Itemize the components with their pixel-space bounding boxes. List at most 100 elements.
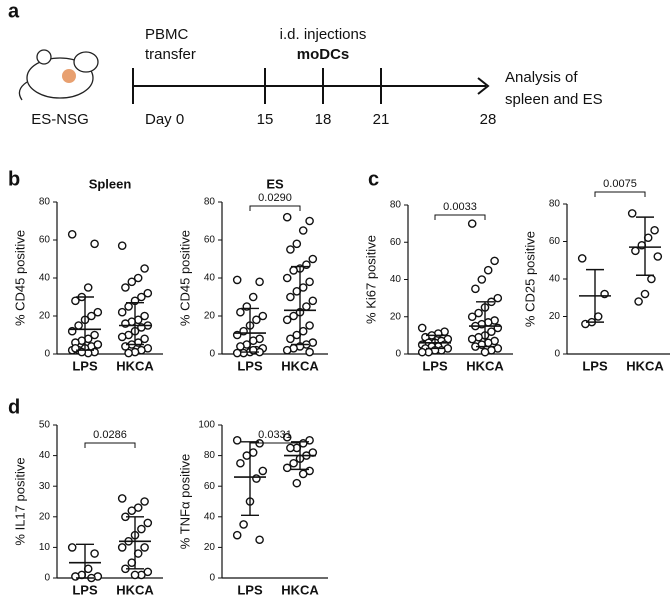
data-point bbox=[467, 312, 477, 322]
data-point bbox=[647, 274, 656, 284]
y-tick-label: 40 bbox=[204, 273, 216, 284]
data-point bbox=[417, 347, 427, 357]
data-point bbox=[90, 239, 99, 249]
data-point bbox=[232, 348, 242, 358]
data-point bbox=[127, 506, 137, 515]
y-tick-label: 0 bbox=[209, 573, 215, 584]
x-tick-label: LPS bbox=[237, 358, 263, 373]
y-axis-label: % CD45 positive bbox=[177, 230, 192, 326]
data-point bbox=[305, 277, 314, 287]
data-point bbox=[87, 311, 96, 321]
y-tick-label: 20 bbox=[39, 311, 51, 322]
data-point bbox=[67, 543, 77, 552]
data-point bbox=[474, 308, 483, 318]
data-point bbox=[640, 289, 650, 299]
timeline-tick-label: 21 bbox=[373, 111, 390, 128]
y-tick-label: 80 bbox=[39, 197, 51, 208]
data-point bbox=[127, 277, 137, 287]
data-point bbox=[298, 226, 308, 235]
data-point bbox=[258, 466, 268, 476]
data-point bbox=[292, 239, 302, 249]
y-tick-label: 60 bbox=[204, 481, 216, 492]
data-point bbox=[282, 315, 292, 325]
data-point bbox=[236, 307, 245, 317]
y-tick-label: 40 bbox=[204, 511, 216, 522]
y-axis-label: % CD25 positive bbox=[522, 231, 537, 327]
y-tick-label: 80 bbox=[390, 200, 402, 211]
data-point bbox=[124, 302, 133, 311]
data-point bbox=[252, 315, 261, 325]
data-point bbox=[308, 296, 318, 306]
data-point bbox=[483, 265, 493, 275]
data-point bbox=[117, 241, 127, 250]
data-point bbox=[282, 345, 292, 355]
y-tick-label: 10 bbox=[39, 542, 51, 553]
y-tick-label: 40 bbox=[390, 274, 402, 285]
data-point bbox=[117, 543, 127, 552]
data-point bbox=[74, 321, 83, 330]
data-point bbox=[121, 283, 130, 292]
data-point bbox=[305, 321, 314, 330]
event-label: i.d. injections bbox=[280, 26, 367, 43]
x-tick-label: LPS bbox=[582, 358, 608, 373]
data-point bbox=[140, 334, 149, 344]
y-axis-label: % CD45 positive bbox=[12, 230, 27, 326]
data-point bbox=[252, 474, 261, 483]
timeline-arrow bbox=[477, 77, 490, 95]
data-point bbox=[650, 225, 659, 235]
y-tick-label: 0 bbox=[554, 349, 560, 360]
y-tick-label: 60 bbox=[390, 237, 402, 248]
y-tick-label: 20 bbox=[549, 311, 561, 322]
data-point bbox=[298, 469, 308, 479]
event-label: transfer bbox=[145, 46, 196, 63]
data-point bbox=[255, 277, 264, 287]
data-point bbox=[289, 458, 298, 468]
panel-label: b bbox=[8, 168, 20, 190]
p-value: 0.0075 bbox=[603, 178, 637, 190]
data-point bbox=[117, 307, 127, 317]
data-point bbox=[71, 572, 80, 581]
panel-label: c bbox=[368, 168, 379, 190]
panel-label: a bbox=[8, 0, 20, 22]
data-point bbox=[302, 302, 311, 311]
data-point bbox=[236, 342, 245, 351]
y-axis-label: % TNFα positive bbox=[177, 454, 192, 549]
y-tick-label: 20 bbox=[204, 311, 216, 322]
p-value: 0.0286 bbox=[93, 429, 127, 441]
data-point bbox=[140, 543, 149, 552]
y-tick-label: 40 bbox=[39, 450, 51, 461]
timeline-tick-label: 18 bbox=[315, 111, 332, 128]
data-point bbox=[140, 311, 149, 321]
x-tick-label: LPS bbox=[422, 358, 448, 373]
y-tick-label: 60 bbox=[549, 236, 561, 247]
y-tick-label: 80 bbox=[204, 197, 216, 208]
data-point bbox=[286, 292, 295, 302]
significance-bracket bbox=[594, 191, 646, 197]
y-tick-label: 20 bbox=[39, 511, 51, 522]
data-point bbox=[124, 348, 133, 358]
data-point bbox=[255, 535, 264, 545]
data-point bbox=[493, 293, 503, 303]
data-point bbox=[286, 334, 295, 344]
data-point bbox=[117, 332, 127, 342]
chart-title: Spleen bbox=[89, 176, 132, 191]
data-point bbox=[477, 275, 487, 284]
y-axis-label: % Ki67 positive bbox=[363, 235, 378, 324]
data-point bbox=[248, 292, 258, 302]
chart-title: ES bbox=[266, 176, 284, 191]
data-point bbox=[143, 288, 153, 298]
data-point bbox=[133, 273, 143, 283]
y-tick-label: 60 bbox=[39, 235, 51, 246]
data-point bbox=[289, 311, 298, 321]
x-tick-label: HKCA bbox=[626, 358, 664, 373]
data-point bbox=[631, 246, 640, 256]
p-value: 0.0033 bbox=[443, 201, 477, 213]
significance-bracket bbox=[249, 442, 301, 448]
data-point bbox=[480, 347, 490, 357]
x-tick-label: HKCA bbox=[281, 582, 319, 597]
data-point bbox=[467, 219, 477, 228]
data-point bbox=[282, 212, 292, 222]
y-tick-label: 40 bbox=[39, 273, 51, 284]
data-point bbox=[93, 307, 103, 317]
